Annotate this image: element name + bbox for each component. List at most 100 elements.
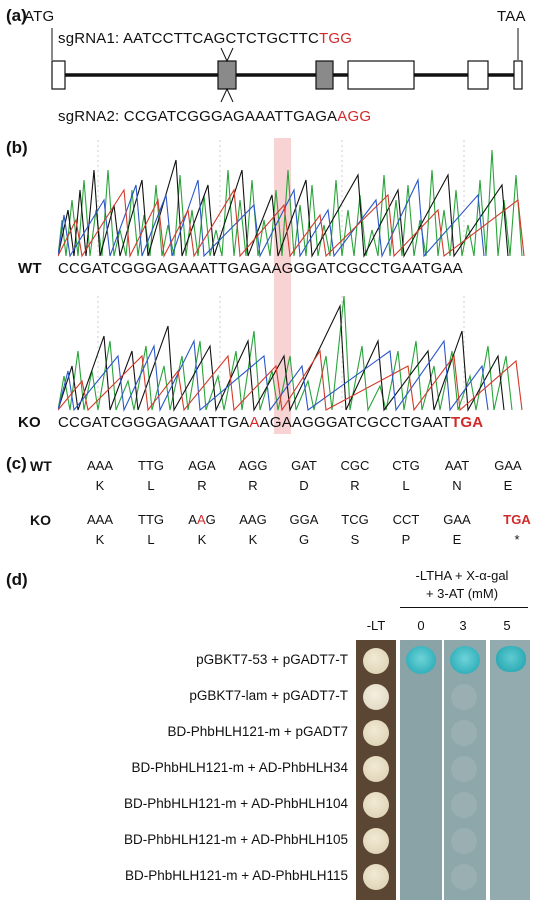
- exon-1: [51, 60, 66, 90]
- sgrna1-site-marker: [220, 47, 234, 63]
- column-header-5mm: 5: [503, 618, 511, 633]
- ko-chromatogram: [58, 296, 523, 412]
- wt-amino-acid: R: [197, 478, 207, 493]
- colony-positive-3mm: [450, 646, 480, 674]
- colony-lt: [363, 828, 389, 854]
- panel-c-wt-label: WT: [30, 458, 52, 474]
- ko-amino-acid: P: [401, 532, 411, 547]
- sgrna2-site-marker: [220, 87, 234, 103]
- ko-sequence: CCGATCGGGAGAAATTGAAAGAAGGGATCGCCTGAATTGA: [58, 414, 483, 431]
- construct-label: pGBKT7-lam + pGADT7-T: [189, 688, 348, 703]
- panel-c-label: (c): [6, 454, 27, 473]
- ko-amino-acid: G: [298, 532, 310, 547]
- colony-lt: [363, 864, 389, 890]
- ko-amino-acid: L: [147, 532, 155, 547]
- faint-colony: [451, 864, 477, 890]
- wt-amino-acid: R: [350, 478, 360, 493]
- wt-amino-acid: N: [452, 478, 462, 493]
- ko-stop-codon: TGA: [451, 414, 484, 431]
- wt-codon: AAA: [86, 458, 113, 473]
- construct-label: BD-PhbHLH121-m + AD-PhbHLH105: [124, 832, 348, 847]
- construct-label: BD-PhbHLH121-m + AD-PhbHLH115: [125, 868, 348, 883]
- construct-label: BD-PhbHLH121-m + AD-PhbHLH34: [131, 760, 348, 775]
- wt-codon: AAT: [444, 458, 470, 473]
- ko-codon: AAA: [86, 512, 113, 527]
- faint-colony: [451, 684, 477, 710]
- selection-header-line1: -LTHA + X-α-gal: [415, 568, 509, 583]
- sgrna2-pam: AGG: [337, 108, 372, 125]
- faint-colony: [451, 828, 477, 854]
- sgrna2-target: CCGATCGGGAGAAATTGAGA: [123, 108, 338, 125]
- ko-seq-part-1: CCGATCGGGAGAAATTGA: [58, 414, 250, 431]
- wt-codon: CTG: [392, 458, 420, 473]
- wt-codon: GAT: [291, 458, 317, 473]
- wt-amino-acid: R: [248, 478, 258, 493]
- sgrna1-prefix: sgRNA1:: [58, 30, 123, 47]
- start-codon-label: ATG: [24, 8, 55, 25]
- column-header-3mm: 3: [459, 618, 467, 633]
- colony-lt: [363, 756, 389, 782]
- ko-codon: TTG: [138, 512, 164, 527]
- ko-seq-part-2: AGAAGGGATCGCCTGAAT: [259, 414, 452, 431]
- stop-codon-label: TAA: [497, 8, 526, 25]
- exon-6: [513, 60, 523, 90]
- plate-0mm: [400, 640, 442, 900]
- column-header-lt: -LT: [366, 618, 386, 633]
- wt-amino-acid: L: [402, 478, 410, 493]
- selection-header-line2: + 3-AT (mM): [425, 586, 499, 601]
- sgrna2-prefix: sgRNA2:: [58, 108, 124, 125]
- exon-5: [467, 60, 489, 90]
- colony-lt: [363, 792, 389, 818]
- ko-amino-acid: *: [514, 532, 520, 547]
- ko-codon-mutated: AAG: [188, 512, 216, 527]
- wt-sequence: CCGATCGGGAGAAATTGAGAAGGGATCGCCTGAATGAA: [58, 260, 463, 277]
- wt-amino-acid: L: [147, 478, 155, 493]
- ko-codon: TCG: [341, 512, 369, 527]
- panel-d-label: (d): [6, 570, 28, 589]
- wt-codon: TTG: [138, 458, 164, 473]
- sgrna1-target: AATCCTTCAGCTCTGCTTC: [122, 30, 319, 47]
- wt-codon: AGA: [188, 458, 216, 473]
- ko-codon: GGA: [289, 512, 319, 527]
- sgrna1-sequence: sgRNA1: AATCCTTCAGCTCTGCTTCTGG: [58, 30, 352, 47]
- exon-2: [217, 60, 237, 90]
- column-header-0mm: 0: [417, 618, 425, 633]
- construct-label: pGBKT7-53 + pGADT7-T: [196, 652, 348, 667]
- colony-positive-5mm: [496, 646, 526, 672]
- faint-colony: [451, 756, 477, 782]
- colony-lt: [363, 684, 389, 710]
- ko-stop-codon: TGA: [503, 512, 531, 527]
- ko-codon: AAG: [239, 512, 267, 527]
- ko-amino-acid: S: [350, 532, 360, 547]
- sgrna1-pam: TGG: [318, 30, 353, 47]
- selection-header-rule: [400, 607, 528, 608]
- sgrna2-sequence: sgRNA2: CCGATCGGGAGAAATTGAGAAGG: [58, 108, 371, 125]
- wt-codon: CGC: [340, 458, 370, 473]
- colony-lt: [363, 648, 389, 674]
- ko-row-label: KO: [18, 414, 41, 431]
- wt-codon: GAA: [494, 458, 522, 473]
- ko-inserted-base: A: [196, 512, 206, 527]
- colony-positive-0mm: [406, 646, 436, 674]
- ko-codon: GAA: [443, 512, 471, 527]
- plate-5mm: [490, 640, 530, 900]
- wt-row-label: WT: [18, 260, 42, 277]
- exon-3: [315, 60, 334, 90]
- panel-c-ko-label: KO: [30, 512, 51, 528]
- ko-amino-acid: K: [248, 532, 258, 547]
- gene-structure-diagram: [51, 28, 523, 103]
- colony-lt: [363, 720, 389, 746]
- ko-amino-acid: K: [197, 532, 207, 547]
- wt-amino-acid: K: [95, 478, 105, 493]
- ko-codon: CCT: [392, 512, 420, 527]
- wt-amino-acid: E: [503, 478, 513, 493]
- construct-label: BD-PhbHLH121-m + pGADT7: [167, 724, 348, 739]
- exon-4: [347, 60, 415, 90]
- construct-label: BD-PhbHLH121-m + AD-PhbHLH104: [124, 796, 348, 811]
- wt-amino-acid: D: [299, 478, 309, 493]
- panel-a-label: (a): [6, 6, 27, 25]
- faint-colony: [451, 720, 477, 746]
- wt-codon: AGG: [238, 458, 268, 473]
- ko-amino-acid: E: [452, 532, 462, 547]
- ko-inserted-base: A: [249, 414, 260, 431]
